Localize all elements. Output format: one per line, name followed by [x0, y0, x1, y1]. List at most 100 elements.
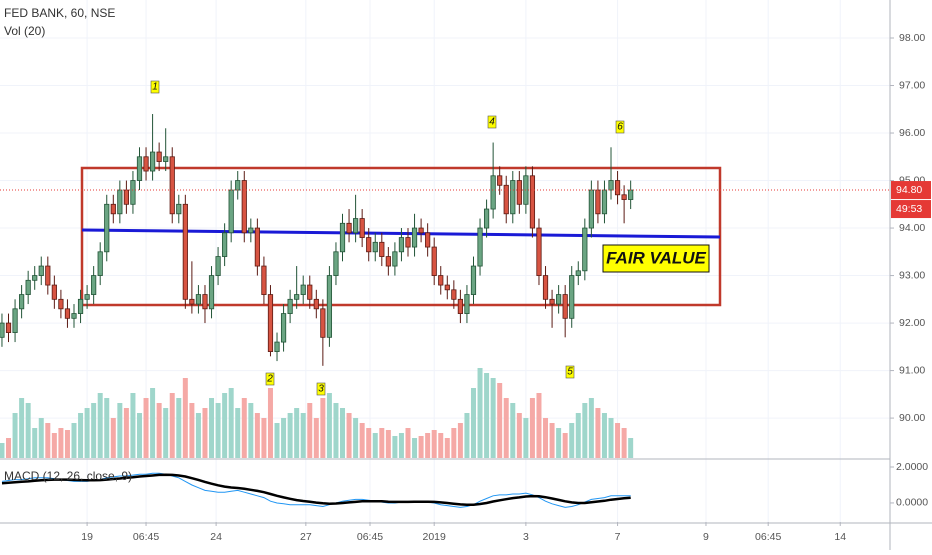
- candle-body: [464, 294, 470, 314]
- candle-body: [516, 180, 522, 205]
- annotation-box: [487, 115, 497, 129]
- candle-body: [372, 241, 378, 253]
- volume-bar: [241, 398, 247, 458]
- volume-bar: [588, 398, 594, 458]
- volume-bar: [451, 428, 457, 458]
- candle-body: [235, 180, 241, 191]
- candle-body: [254, 227, 260, 267]
- axes: 90.0091.0092.0093.0094.0095.0096.0097.00…: [81, 32, 931, 543]
- volume-bar: [529, 398, 535, 458]
- candle-body: [241, 180, 247, 234]
- candle-body: [569, 275, 575, 319]
- candle-body: [19, 294, 25, 310]
- volume-bar: [313, 418, 319, 458]
- candle-body: [503, 184, 509, 215]
- x-tick-label: 06:45: [357, 531, 383, 543]
- candle-body: [38, 265, 44, 276]
- volume-bar: [156, 403, 162, 458]
- candle-body: [222, 232, 228, 257]
- x-tick-label: 14: [834, 531, 846, 543]
- volume-bar: [38, 418, 44, 458]
- y-tick-label: 2.0000: [896, 461, 928, 473]
- volume-bar: [431, 430, 437, 458]
- candle-body: [608, 180, 614, 191]
- candle-body: [64, 308, 71, 319]
- candle-body: [71, 313, 77, 319]
- volume-layer: [0, 368, 634, 458]
- volume-bar: [340, 408, 346, 458]
- annotation-box: [615, 120, 625, 134]
- volume-bar: [182, 378, 188, 458]
- volume-bar: [91, 403, 97, 458]
- candle-body: [549, 298, 555, 305]
- x-tick-label: 2019: [423, 531, 447, 543]
- countdown-tag: [891, 200, 931, 219]
- candle-body: [130, 180, 136, 205]
- volume-bar: [274, 423, 280, 458]
- y-tick-label: 94.00: [899, 222, 925, 234]
- candle-body: [601, 189, 608, 215]
- x-tick-label: 27: [300, 531, 312, 543]
- last-price-tag: [891, 181, 931, 200]
- volume-bar: [621, 428, 627, 458]
- volume-bar: [569, 423, 575, 458]
- candle-body: [136, 156, 143, 181]
- volume-bar: [333, 403, 339, 458]
- volume-bar: [150, 388, 156, 458]
- countdown-label: 49:53: [896, 203, 922, 215]
- candle-body: [189, 298, 195, 305]
- candle-body: [438, 275, 444, 286]
- volume-bar: [261, 418, 267, 458]
- candle-body: [556, 294, 562, 305]
- macd-pane: [1, 472, 631, 508]
- candle-body: [562, 294, 568, 319]
- candle-body: [575, 270, 581, 276]
- x-tick-label: 3: [523, 531, 529, 543]
- candle-body: [287, 298, 293, 314]
- x-tick-label: 19: [81, 531, 93, 543]
- candle-body: [359, 218, 365, 238]
- volume-bar: [300, 413, 306, 458]
- volume-bar: [601, 413, 607, 458]
- candle-body: [176, 203, 182, 215]
- candle-body: [333, 251, 339, 276]
- volume-bar: [195, 413, 201, 458]
- x-tick-label: 06:45: [133, 531, 159, 543]
- candle-body: [280, 313, 287, 343]
- volume-bar: [71, 423, 77, 458]
- candle-body: [163, 156, 169, 162]
- volume-bar: [0, 443, 5, 458]
- y-tick-label: 98.00: [899, 32, 925, 44]
- candle-body: [326, 275, 333, 338]
- candles: [0, 114, 890, 366]
- volume-bar: [84, 408, 90, 458]
- candle-body: [274, 341, 280, 352]
- volume-bar: [45, 423, 51, 458]
- candle-body: [490, 175, 496, 210]
- x-tick-label: 7: [615, 531, 621, 543]
- volume-bar: [228, 388, 234, 458]
- candle-body: [143, 156, 149, 172]
- candle-body: [12, 308, 18, 333]
- volume-bar: [549, 423, 555, 458]
- volume-bar: [628, 438, 634, 458]
- fair-value-box: [602, 244, 710, 273]
- y-tick-label: 96.00: [899, 127, 925, 139]
- volume-bar: [490, 378, 496, 458]
- volume-bar: [510, 403, 516, 458]
- candle-body: [261, 265, 267, 295]
- volume-bar: [464, 413, 470, 458]
- volume-bar: [25, 403, 31, 458]
- annotation-label: 2: [266, 374, 273, 385]
- volume-bar: [64, 430, 70, 458]
- x-tick-label: 24: [210, 531, 222, 543]
- volume-bar: [366, 428, 372, 458]
- candle-body: [510, 180, 516, 215]
- volume-bar: [503, 398, 509, 458]
- annotation-label: 1: [152, 82, 158, 93]
- candle-body: [208, 275, 215, 310]
- volume-bar: [110, 418, 116, 458]
- candle-body: [5, 322, 12, 333]
- volume-bar: [477, 368, 483, 458]
